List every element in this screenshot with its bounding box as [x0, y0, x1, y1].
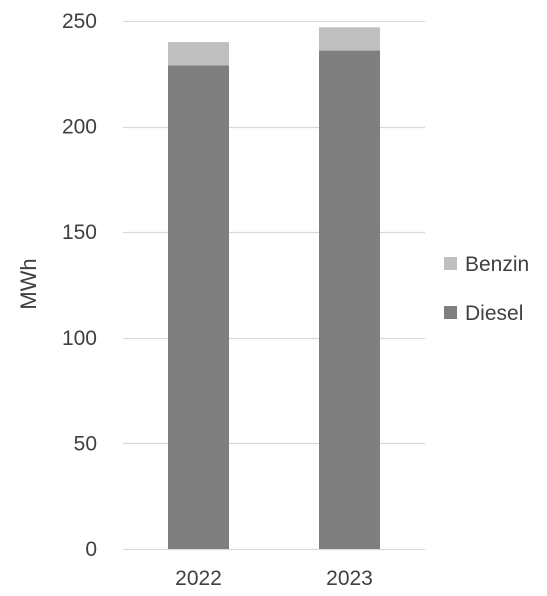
y-axis-title: MWh — [16, 258, 41, 309]
y-tick-label: 150 — [62, 221, 97, 244]
y-tick-label: 200 — [62, 116, 97, 139]
bar-benzin-2023 — [319, 27, 380, 51]
x-tick-label: 2023 — [326, 567, 373, 590]
x-tick-label: 2022 — [175, 567, 222, 590]
y-tick-label: 100 — [62, 327, 97, 350]
y-tick-label: 0 — [85, 538, 97, 561]
legend-label-diesel: Diesel — [465, 302, 523, 325]
legend-swatch-diesel — [444, 306, 457, 319]
bar-diesel-2023 — [319, 50, 380, 550]
legend-swatch-benzin — [444, 257, 457, 270]
bar-benzin-2022 — [168, 42, 229, 66]
legend-label-benzin: Benzin — [465, 253, 529, 276]
x-axis-tick-labels: 2022 2023 — [175, 567, 373, 590]
y-tick-label: 250 — [62, 10, 97, 33]
legend: Benzin Diesel — [444, 253, 529, 325]
y-axis-tick-labels: 0 50 100 150 200 250 — [62, 10, 97, 561]
y-tick-label: 50 — [74, 432, 97, 455]
bar-diesel-2022 — [168, 65, 229, 550]
bars — [168, 27, 380, 550]
